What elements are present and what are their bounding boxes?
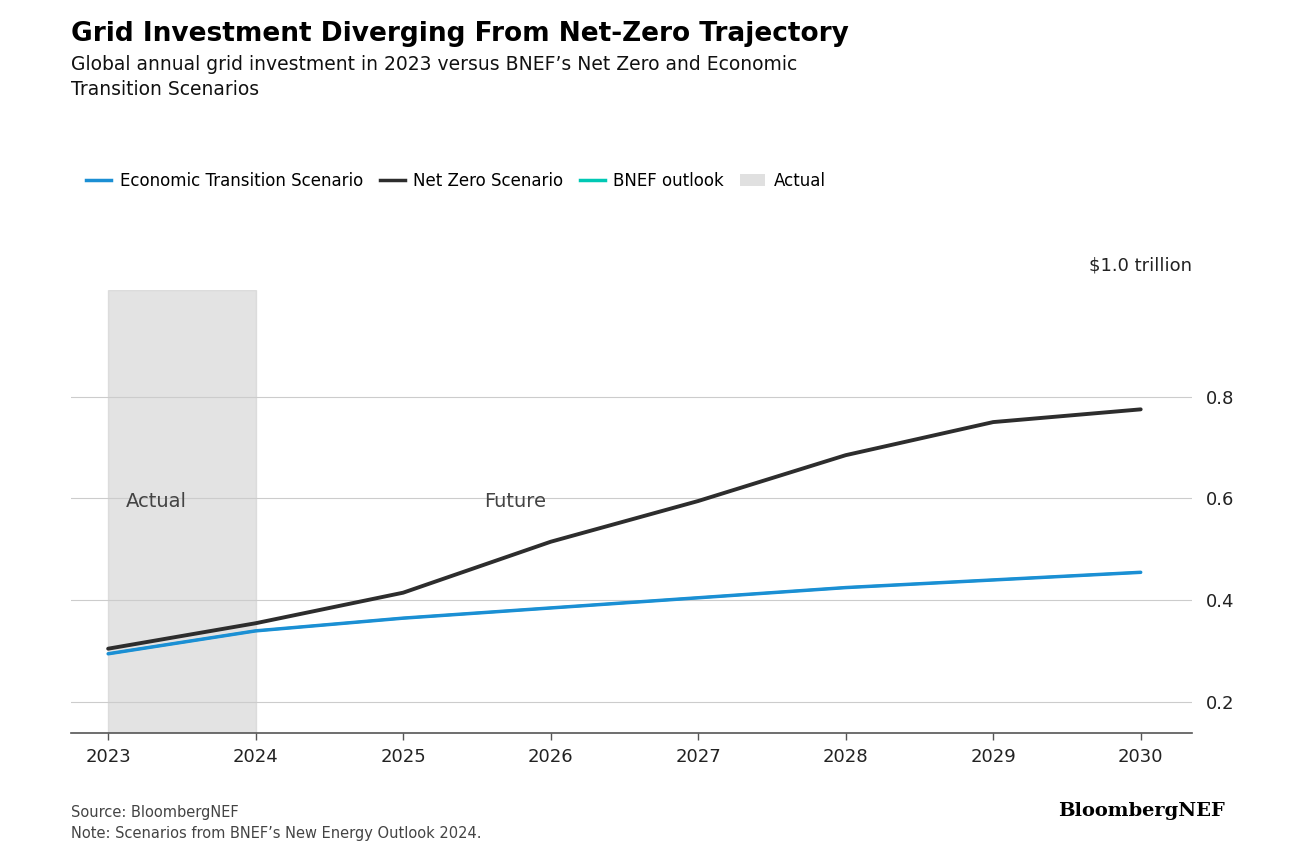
Text: Actual: Actual [126, 492, 187, 510]
Legend: Economic Transition Scenario, Net Zero Scenario, BNEF outlook, Actual: Economic Transition Scenario, Net Zero S… [79, 165, 832, 197]
Text: BloombergNEF: BloombergNEF [1058, 802, 1225, 820]
Text: Grid Investment Diverging From Net-Zero Trajectory: Grid Investment Diverging From Net-Zero … [71, 21, 849, 48]
Bar [108, 290, 255, 733]
Text: Source: BloombergNEF
Note: Scenarios from BNEF’s New Energy Outlook 2024.: Source: BloombergNEF Note: Scenarios fro… [71, 805, 482, 841]
Text: Future: Future [485, 492, 547, 510]
Text: Global annual grid investment in 2023 versus BNEF’s Net Zero and Economic
Transi: Global annual grid investment in 2023 ve… [71, 55, 797, 100]
Text: $1.0 trillion: $1.0 trillion [1090, 256, 1192, 274]
